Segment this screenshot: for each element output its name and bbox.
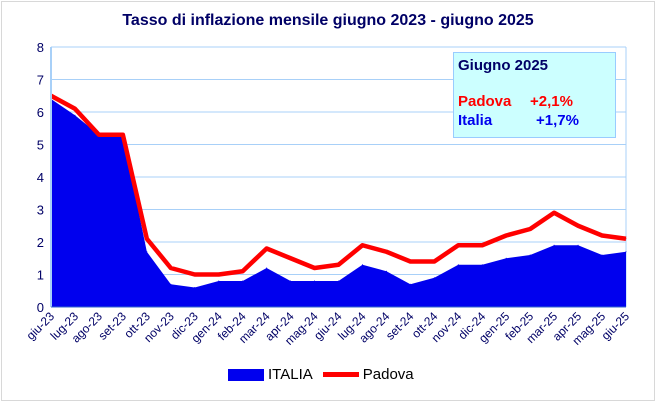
data-point-padova — [433, 261, 435, 262]
data-point-italia — [361, 264, 363, 266]
data-point-italia — [601, 254, 603, 256]
data-point-padova — [529, 228, 531, 230]
data-point-italia — [266, 267, 268, 269]
x-tick-label: set-24 — [383, 309, 417, 343]
y-tick-label: 1 — [37, 268, 44, 283]
data-point-italia — [338, 280, 339, 282]
data-point-italia — [290, 280, 292, 282]
data-point-italia — [529, 254, 531, 256]
y-tick-label: 6 — [37, 105, 44, 120]
data-point-padova — [242, 270, 244, 272]
series-area-italia — [51, 99, 626, 307]
x-tick-label: set-23 — [96, 309, 130, 343]
legend-label-italia: ITALIA — [268, 366, 313, 383]
data-point-padova — [481, 244, 483, 246]
data-point-italia — [74, 114, 76, 116]
data-point-padova — [457, 244, 459, 246]
legend-swatch-italia — [228, 368, 264, 381]
data-point-italia — [481, 264, 483, 266]
data-point-italia — [194, 287, 196, 288]
annotation-box: Giugno 2025 Padova +2,1% Italia +1,7% — [453, 52, 616, 138]
data-point-padova — [266, 248, 268, 249]
data-point-padova — [577, 225, 579, 227]
legend-swatch-padova — [322, 372, 359, 377]
data-point-italia — [242, 280, 244, 282]
data-point-padova — [409, 261, 411, 262]
data-point-italia — [409, 283, 411, 285]
data-point-italia — [577, 244, 579, 246]
data-point-italia — [385, 270, 387, 272]
annotation-italia-value: +1,7% — [536, 112, 579, 129]
legend: ITALIA Padova — [228, 366, 414, 383]
data-point-italia — [433, 277, 435, 279]
data-point-padova — [290, 257, 292, 259]
y-tick-label: 3 — [37, 203, 44, 218]
data-point-padova — [98, 134, 100, 136]
data-point-padova — [146, 238, 148, 240]
annotation-italia-label: Italia — [458, 112, 493, 129]
data-point-italia — [146, 251, 148, 253]
chart-title: Tasso di inflazione mensile giugno 2023 … — [122, 12, 534, 29]
y-tick-label: 5 — [37, 138, 44, 153]
x-tick-label: giu-25 — [599, 309, 633, 343]
data-point-padova — [170, 267, 172, 269]
data-point-padova — [505, 235, 507, 236]
data-point-padova — [122, 134, 124, 136]
data-point-italia — [218, 280, 220, 282]
data-point-italia — [625, 251, 627, 253]
data-point-padova — [74, 108, 76, 110]
data-point-padova — [218, 274, 220, 275]
data-point-padova — [553, 212, 555, 214]
data-point-padova — [625, 238, 627, 240]
data-point-padova — [338, 264, 339, 266]
data-point-italia — [170, 283, 172, 285]
data-point-padova — [361, 244, 363, 246]
y-tick-label: 0 — [37, 300, 44, 315]
data-point-padova — [194, 274, 196, 275]
annotation-padova-label: Padova — [458, 93, 512, 110]
data-point-padova — [385, 251, 387, 253]
annotation-heading: Giugno 2025 — [458, 57, 549, 74]
legend-label-padova: Padova — [362, 366, 414, 383]
data-point-padova — [314, 267, 316, 269]
y-tick-label: 2 — [37, 235, 44, 250]
data-point-italia — [553, 244, 555, 246]
y-tick-label: 8 — [37, 40, 44, 55]
y-tick-label: 7 — [37, 73, 44, 88]
y-tick-label: 4 — [37, 170, 44, 185]
data-point-italia — [457, 264, 459, 266]
annotation-padova-value: +2,1% — [530, 93, 573, 110]
data-point-italia — [505, 257, 507, 259]
data-point-italia — [314, 280, 316, 282]
data-point-padova — [601, 235, 603, 236]
